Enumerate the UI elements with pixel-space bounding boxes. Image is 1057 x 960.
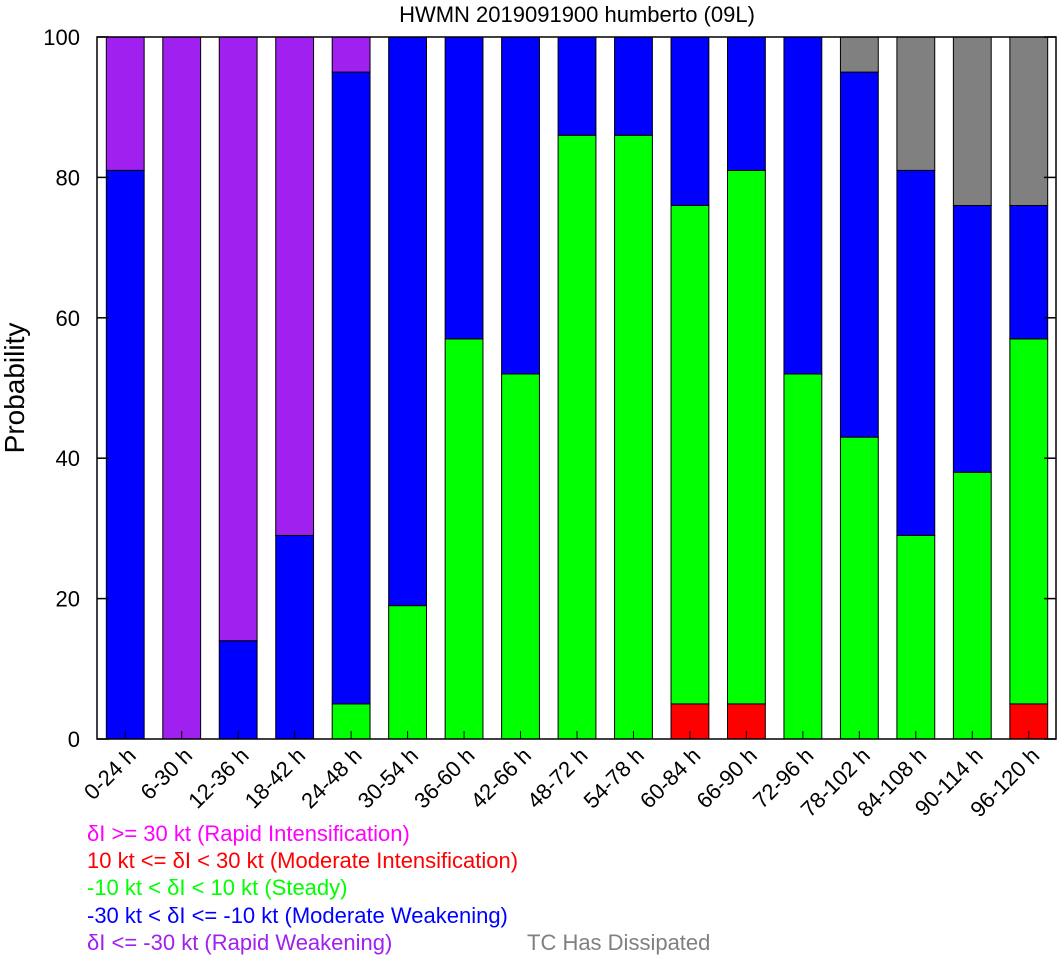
x-tick-label: 30-54 h xyxy=(353,743,423,813)
bar-segment xyxy=(275,534,315,740)
bar-segment xyxy=(839,36,879,73)
x-tick-label: 12-36 h xyxy=(183,743,253,813)
bar-segment xyxy=(896,534,936,740)
x-tick-label: 66-90 h xyxy=(692,743,762,813)
bar-segment xyxy=(896,169,936,536)
legend-steady: -10 kt < δI < 10 kt (Steady) xyxy=(87,875,348,900)
x-tick-label: 60-84 h xyxy=(635,743,705,813)
bar-segment xyxy=(1009,338,1049,705)
y-tick-label: 20 xyxy=(56,587,80,612)
bar-segment xyxy=(614,134,653,740)
bar-segment xyxy=(501,36,540,375)
y-tick-label: 100 xyxy=(43,25,80,50)
bar-segment xyxy=(952,471,992,740)
legend-rapid-intensification: δI >= 30 kt (Rapid Intensification) xyxy=(87,821,410,846)
bar-segment xyxy=(952,204,992,473)
legend-dissipated: TC Has Dissipated xyxy=(527,930,711,955)
x-tick-label: 24-48 h xyxy=(296,743,366,813)
bar-segment xyxy=(331,36,371,73)
bar-segment xyxy=(896,36,936,171)
x-tick-label: 54-78 h xyxy=(579,743,649,813)
bar-segment xyxy=(218,640,258,740)
bar-segment xyxy=(726,36,766,171)
bar-segment xyxy=(557,134,597,740)
y-axis-label: Probability xyxy=(0,323,30,454)
bar-segment xyxy=(275,36,315,536)
x-tick-label: 36-60 h xyxy=(409,743,479,813)
bar-segment xyxy=(614,36,653,136)
bar-segment xyxy=(1009,36,1049,206)
bar-segment xyxy=(783,36,823,375)
legend-moderate-intensification: 10 kt <= δI < 30 kt (Moderate Intensific… xyxy=(87,848,519,873)
bar-segment xyxy=(783,373,823,740)
x-tick-label: 0-24 h xyxy=(79,743,141,805)
chart-title: HWMN 2019091900 humberto (09L) xyxy=(399,2,755,27)
y-tick-label: 0 xyxy=(68,727,80,752)
bar-segment xyxy=(501,373,540,740)
bar-segment xyxy=(670,36,710,206)
bar-segment xyxy=(105,36,145,171)
x-tick-label: 48-72 h xyxy=(522,743,592,813)
bar-segment xyxy=(444,338,484,740)
bar-segment xyxy=(162,36,202,740)
x-tick-label: 18-42 h xyxy=(240,743,310,813)
bar-segment xyxy=(388,36,428,607)
legend-moderate-weakening: -30 kt < δI <= -10 kt (Moderate Weakenin… xyxy=(87,903,508,928)
bar-segment xyxy=(444,36,484,340)
bar-segment xyxy=(388,605,428,740)
legend-rapid-weakening: δI <= -30 kt (Rapid Weakening) xyxy=(87,930,393,955)
plot-frame xyxy=(96,36,1057,740)
bar-segment xyxy=(331,71,371,705)
bar-segment xyxy=(218,36,258,642)
bar-segment xyxy=(1009,204,1049,340)
bar-segment xyxy=(839,71,879,438)
bar-segment xyxy=(557,36,597,136)
x-tick-label: 42-66 h xyxy=(466,743,536,813)
y-tick-label: 80 xyxy=(56,165,80,190)
bar-group xyxy=(105,36,1049,740)
y-tick-label: 60 xyxy=(56,306,80,331)
bar-segment xyxy=(952,36,992,206)
bar-segment xyxy=(726,169,766,705)
bar-segment xyxy=(839,436,879,740)
y-tick-label: 40 xyxy=(56,446,80,471)
bar-segment xyxy=(670,204,710,705)
bar-segment xyxy=(105,169,145,740)
